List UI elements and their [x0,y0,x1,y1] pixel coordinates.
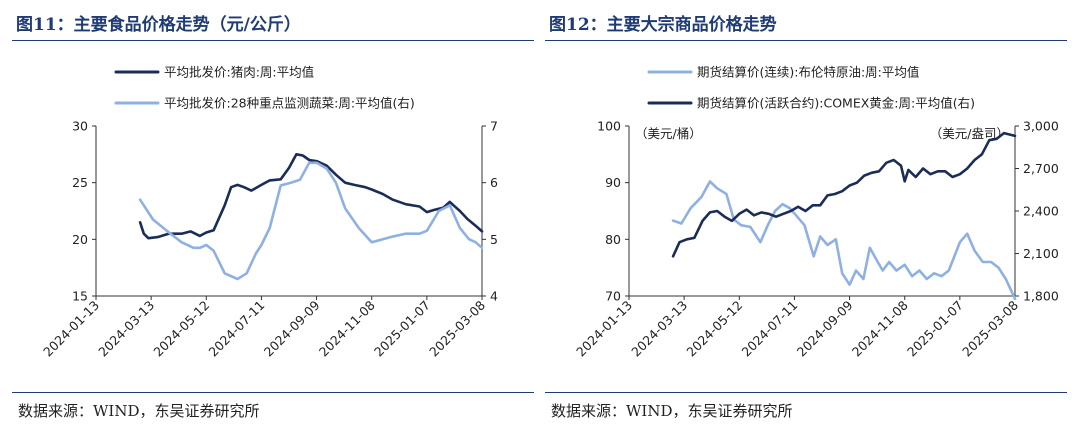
y-right-tick-label: 2,400 [1023,204,1059,219]
x-tick-label: 2025-03-08 [959,297,1021,359]
y-left-tick-label: 25 [72,175,88,190]
x-tick-label: 2024-01-13 [573,298,635,360]
y-left-tick-label: 80 [605,232,621,247]
y-right-tick-label: 2,100 [1023,246,1059,261]
figure-11-source: 数据来源：WIND，东吴证券研究所 [18,402,260,420]
x-tick-label: 2024-09-09 [261,297,323,359]
figure-12-title: 图12：主要大宗商品价格走势 [549,15,777,35]
y-right-tick-label: 1,800 [1023,289,1059,304]
x-tick-label: 2024-11-08 [316,297,378,359]
y-left-tick-label: 30 [72,119,88,134]
left-unit-label: （美元/桶） [635,126,702,141]
y-right-tick-label: 2,700 [1023,161,1059,176]
x-tick-label: 2024-09-09 [794,297,856,359]
figure-11-chart: 15 20 25 30 4 5 6 7 2024-01-132024-03-132024-05-… [40,65,498,360]
y-left-tick-label: 70 [605,289,621,304]
y-left-tick-label: 15 [72,289,88,304]
series-line-2 [138,161,484,281]
y-right-tick-label: 3,000 [1023,119,1059,134]
figure-12-source: 数据来源：WIND，东吴证券研究所 [551,402,793,420]
legend-label-2: 期货结算价(活跃合约):COMEX黄金:周:平均值(右) [697,96,975,111]
figure-12-panel: 图12：主要大宗商品价格走势 70 80 90 100 1,800 2,100 2,400 2… [545,0,1070,440]
right-unit-label: （美元/盎司） [930,126,1009,141]
x-tick-label: 2025-01-07 [904,298,966,360]
source-divider [545,392,1067,393]
x-tick-label: 2024-03-13 [628,298,690,360]
figure-12-chart: 70 80 90 100 1,800 2,100 2,400 2,700 3,000 2024-0… [573,65,1059,360]
x-tick-label: 2025-03-08 [426,297,488,359]
y-right-tick-label: 6 [490,175,498,190]
x-tick-label: 2024-07-11 [739,298,801,360]
legend-label-2: 平均批发价:28种重点监测蔬菜:周:平均值(右) [164,96,415,111]
x-tick-label: 2024-05-12 [150,298,212,360]
series-line-2 [671,131,1017,258]
y-right-tick-label: 4 [490,289,498,304]
figure-11-panel: 图11：主要食品价格走势（元/公斤） 15 20 25 30 4 5 6 7 2024-01-1… [12,0,537,440]
legend-label-1: 期货结算价(连续):布伦特原油:周:平均值 [697,65,919,80]
source-divider [12,392,534,393]
x-tick-label: 2024-07-11 [206,298,268,360]
x-tick-label: 2024-01-13 [40,298,102,360]
series-line-1 [138,153,484,240]
legend-label-1: 平均批发价:猪肉:周:平均值 [164,65,314,80]
y-right-tick-label: 5 [490,232,498,247]
x-tick-label: 2024-05-12 [683,298,745,360]
figure-11-title: 图11：主要食品价格走势（元/公斤） [16,15,301,35]
x-tick-label: 2024-03-13 [95,298,157,360]
y-right-tick-label: 7 [490,119,498,134]
y-left-tick-label: 100 [597,119,621,134]
title-divider [545,40,1067,41]
title-divider [12,40,534,41]
x-tick-label: 2025-01-07 [371,298,433,360]
series-line-1 [671,180,1017,301]
x-tick-label: 2024-11-08 [849,297,911,359]
y-left-tick-label: 90 [605,175,621,190]
y-left-tick-label: 20 [72,232,88,247]
